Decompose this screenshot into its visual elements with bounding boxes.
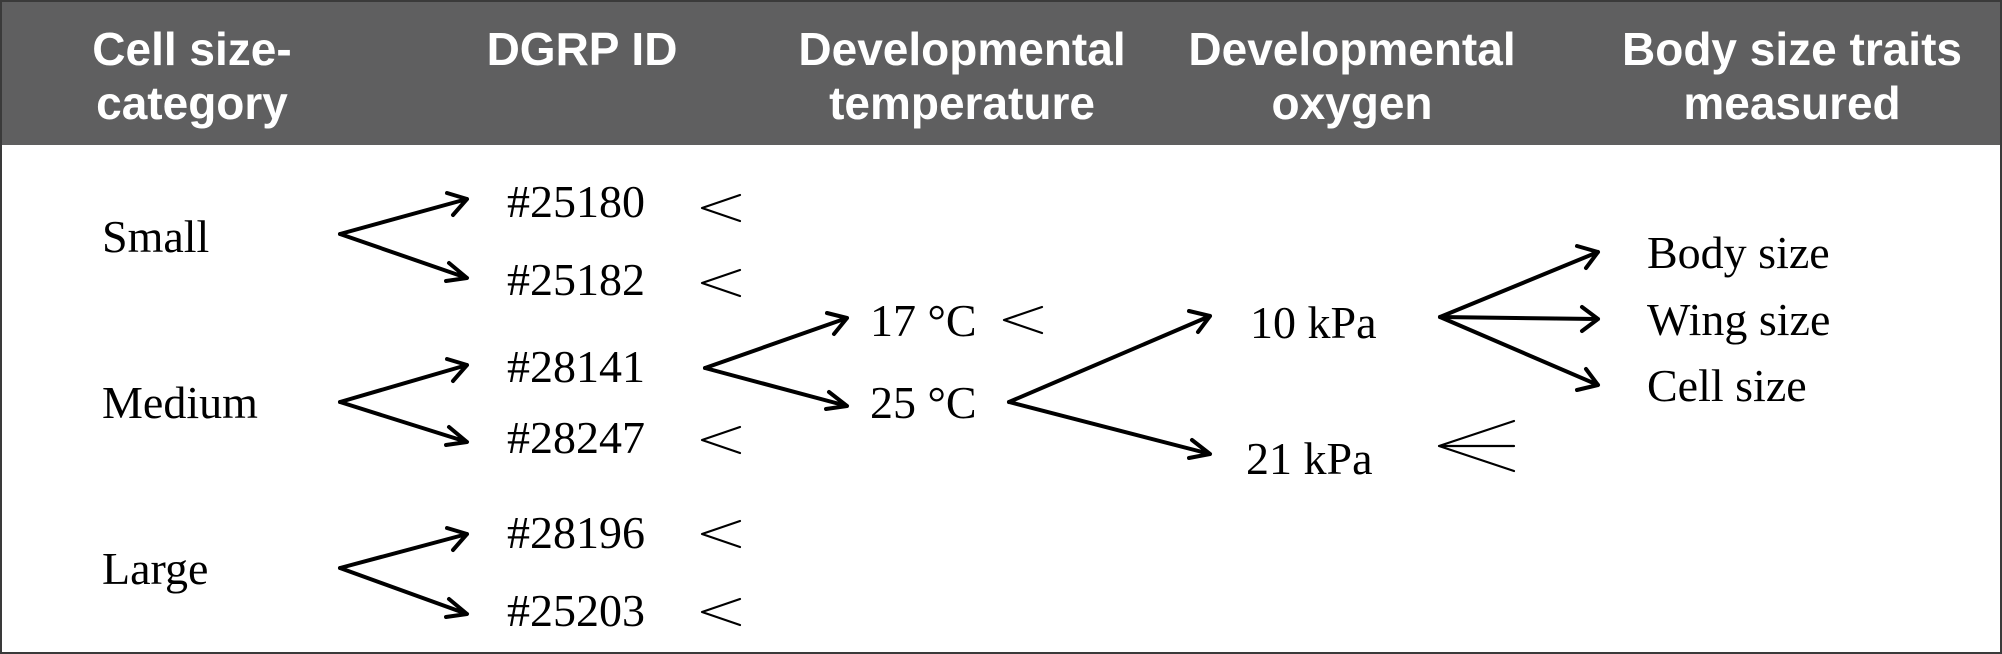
fork-arrow-25c-to-10kpa	[1007, 309, 1212, 404]
dgrp-id-25203: #25203	[507, 585, 645, 636]
header-line: Developmental	[798, 23, 1126, 75]
category-small: Small	[102, 211, 210, 262]
fork-arrow-large-lower	[338, 566, 469, 619]
header-dgrp-id: DGRP ID	[442, 22, 722, 76]
category-medium: Medium	[102, 377, 258, 428]
temperature-17c: 17 °C	[870, 295, 977, 346]
fork-arrow-28141-to-17c	[703, 311, 849, 370]
dgrp-id-25180: #25180	[507, 176, 645, 227]
oxygen-10kpa: 10 kPa	[1250, 297, 1377, 348]
header-body-size-traits: Body size traits measured	[1592, 22, 1992, 130]
header-developmental-oxygen: Developmental oxygen	[1162, 22, 1542, 130]
converge-mark-25182	[700, 268, 742, 298]
arrow-10kpa-to-cell-size	[1438, 315, 1600, 392]
arrow-10kpa-to-wing-size	[1438, 305, 1600, 333]
converge-mark-21kpa	[1437, 419, 1516, 473]
header-line: Body size traits	[1622, 23, 1962, 75]
converge-mark-28196	[700, 519, 742, 549]
fork-arrow-28141-to-25c	[703, 366, 849, 411]
dgrp-id-28196: #28196	[507, 507, 645, 558]
converge-mark-25203	[700, 597, 742, 627]
trait-wing-size: Wing size	[1647, 294, 1831, 345]
header-cell-size-category: Cell size- category	[42, 22, 342, 130]
header-line: DGRP ID	[486, 23, 678, 75]
header-line: Developmental	[1188, 23, 1516, 75]
fork-arrow-medium-upper	[338, 357, 469, 404]
dgrp-id-28247: #28247	[507, 412, 645, 463]
fork-arrow-small-upper	[338, 191, 469, 236]
header-line: temperature	[829, 77, 1095, 129]
header-developmental-temperature: Developmental temperature	[772, 22, 1152, 130]
category-large: Large	[102, 543, 209, 594]
header-bar	[2, 2, 2000, 145]
fork-arrow-25c-to-21kpa	[1007, 400, 1212, 460]
header-line: category	[96, 77, 288, 129]
converge-mark-25180	[700, 193, 742, 223]
oxygen-21kpa: 21 kPa	[1246, 433, 1373, 484]
fork-arrow-medium-lower	[338, 400, 469, 447]
trait-cell-size: Cell size	[1647, 360, 1807, 411]
arrow-10kpa-to-body-size	[1438, 244, 1600, 319]
dgrp-id-25182: #25182	[507, 254, 645, 305]
trait-body-size: Body size	[1647, 227, 1830, 278]
converge-mark-17c	[1002, 305, 1044, 335]
converge-mark-28247	[700, 425, 742, 455]
temperature-25c: 25 °C	[870, 377, 977, 428]
fork-arrow-small-lower	[338, 232, 469, 283]
header-line: oxygen	[1271, 77, 1433, 129]
header-line: measured	[1683, 77, 1901, 129]
fork-arrow-large-upper	[338, 526, 469, 570]
dgrp-id-28141: #28141	[507, 341, 645, 392]
header-line: Cell size-	[92, 23, 292, 75]
